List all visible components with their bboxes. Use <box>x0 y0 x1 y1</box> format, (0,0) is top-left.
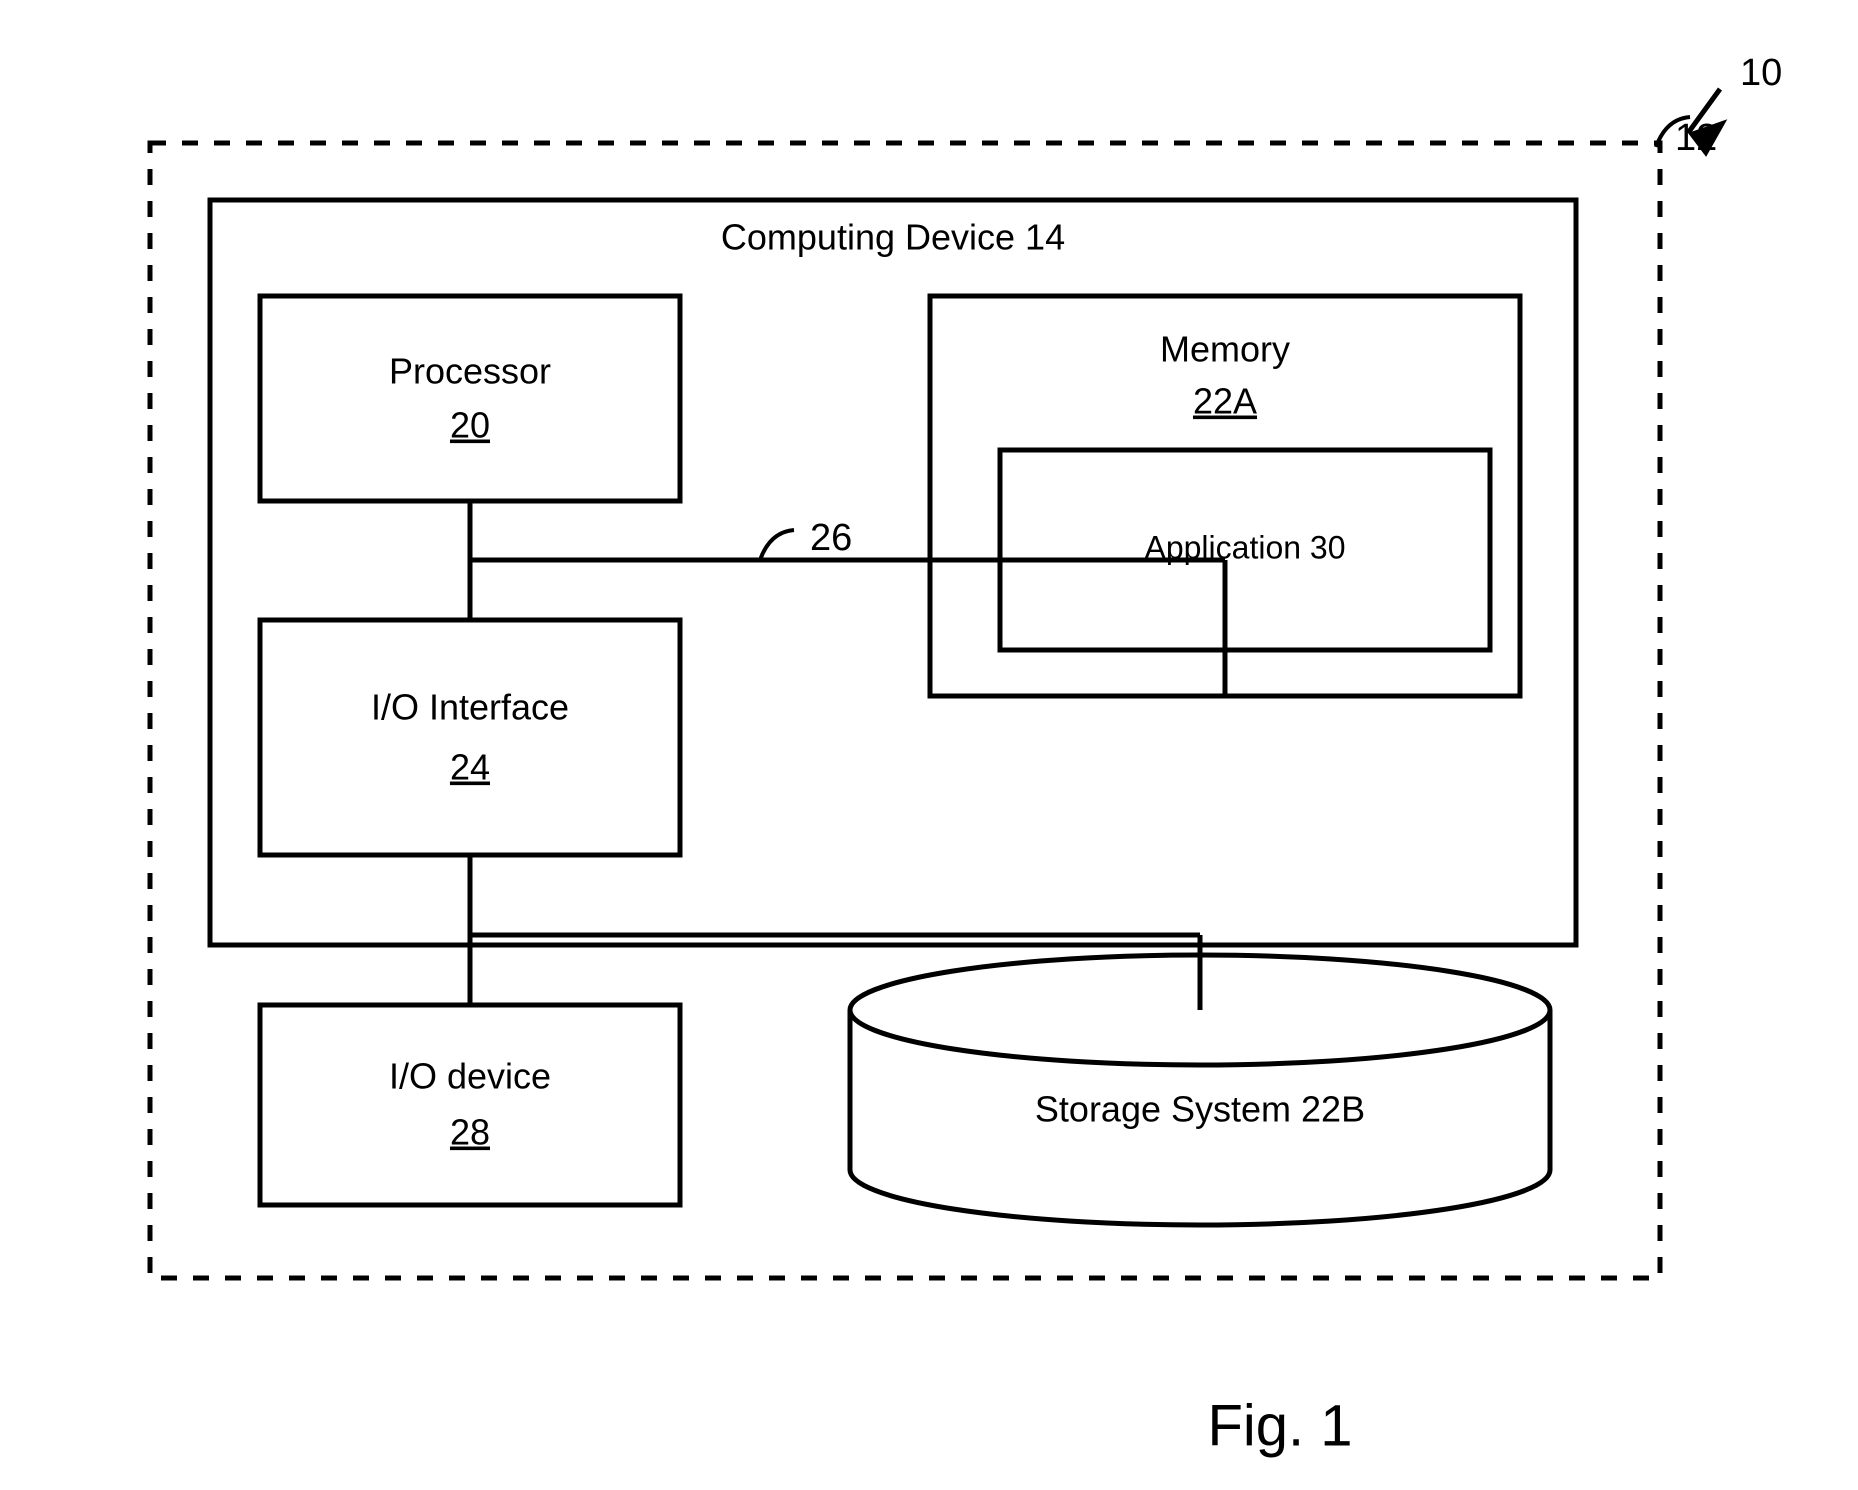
bus-ref: 26 <box>810 517 852 559</box>
io-interface-ref: 24 <box>450 747 490 788</box>
figure-caption: Fig. 1 <box>1207 1393 1352 1458</box>
storage-cylinder-bottom <box>850 1170 1550 1225</box>
computing-device-label: Computing Device 14 <box>721 217 1065 258</box>
memory-label: Memory <box>1160 329 1290 370</box>
computing-device-box <box>210 200 1576 945</box>
io-device-label: I/O device <box>389 1056 551 1097</box>
io-device-box <box>260 1005 680 1205</box>
io-device-ref: 28 <box>450 1112 490 1153</box>
processor-box <box>260 296 680 501</box>
memory-ref: 22A <box>1193 381 1257 422</box>
io-interface-label: I/O Interface <box>371 687 569 728</box>
processor-ref: 20 <box>450 405 490 446</box>
storage-label: Storage System 22B <box>1035 1089 1365 1130</box>
io-interface-box <box>260 620 680 855</box>
system-ref: 10 <box>1740 52 1782 94</box>
processor-label: Processor <box>389 351 551 392</box>
